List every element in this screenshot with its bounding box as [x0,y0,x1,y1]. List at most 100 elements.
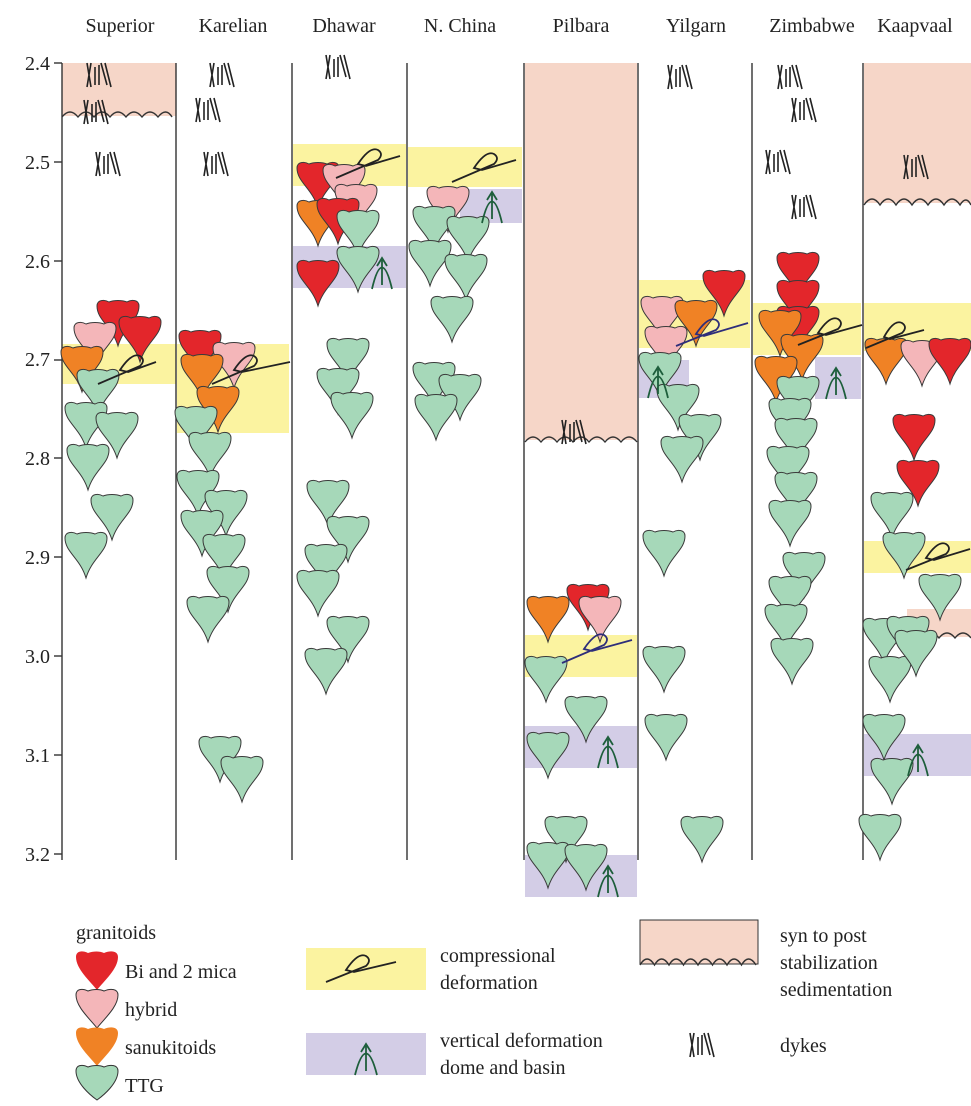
legend-sanukitoids-label: sanukitoids [125,1037,216,1059]
ttg-granitoid [95,411,139,460]
legend-ttg-swatch [75,1064,119,1101]
dyke-symbol [195,97,221,123]
y-axis: 2.4 2.5 2.6 2.7 2.8 2.9 3.0 3.1 3.2 [25,53,62,866]
ttg-granitoid [180,509,224,558]
dyke-symbol [765,149,791,175]
legend-dykes-symbol [689,1032,715,1058]
legend-sedimentation-swatch [639,919,759,965]
legend-bi-2mica-label: Bi and 2 mica [125,961,237,983]
wave-kaapvaal [863,198,971,207]
ttg-granitoid [882,531,926,580]
sanukitoid-granitoid [758,309,802,358]
legend-granitoids-title: granitoids [76,922,156,944]
compressional-symbol [211,354,291,385]
ttg-granitoid [186,595,230,644]
dyke-symbol [777,64,803,90]
ttg-granitoid [430,295,474,344]
dyke-symbol [209,62,235,88]
craton-header-superior: Superior [86,15,155,37]
tick-label-2-8: 2.8 [25,448,50,470]
ttg-granitoid [660,435,704,484]
legend-hybrid-swatch [75,988,119,1029]
ttg-granitoid [90,493,134,542]
ttg-granitoid [526,841,570,890]
craton-header-pilbara: Pilbara [553,15,610,37]
legend-ttg-label: TTG [125,1075,164,1097]
ttg-granitoid [564,843,608,892]
granitoid-symbols [60,161,971,892]
tick-label-2-7: 2.7 [25,349,50,371]
ttg-granitoid [198,735,242,784]
ttg-granitoid [64,531,108,580]
compressional-box-n-china [408,147,522,187]
legend-vertical-line1: vertical deformation [440,1030,603,1052]
ttg-granitoid [868,655,912,704]
vertical-deformation-symbol [907,743,929,777]
legend-bi-2mica-swatch [76,951,118,990]
ttg-granitoid [680,815,724,864]
sedimentation-box-kaapvaal [864,63,971,203]
sedimentation-box-pilbara [525,63,637,440]
dyke-symbol [667,64,693,90]
ttg-granitoid [918,573,962,622]
ttg-granitoid [220,755,264,804]
ttg-granitoid [858,813,902,862]
dyke-symbol [791,97,817,123]
legend-vertical-symbol [354,1042,378,1076]
compressional-symbol [97,354,157,385]
wave-superior [61,111,173,119]
legend-sedimentation-line1: syn to post [780,925,867,947]
dyke-symbol [95,151,121,177]
legend-vertical-line2: dome and basin [440,1057,566,1079]
vertical-deformation-symbol [597,735,619,769]
tick-label-3-0: 3.0 [25,646,50,668]
ttg-granitoid [414,393,458,442]
bi-2mica-granitoid [928,337,971,386]
bi-2mica-granitoid [892,413,936,462]
compressional-symbol [797,317,863,346]
tick-label-2-4: 2.4 [25,53,50,75]
ttg-granitoid [642,529,686,578]
ttg-granitoid [438,373,482,422]
vertical-deformation-symbol [371,256,393,290]
dyke-symbol [203,151,229,177]
legend-dykes-label: dykes [780,1035,827,1057]
ttg-granitoid [870,757,914,806]
legend: granitoids Bi and 2 mica hybrid sanukito… [75,919,892,1101]
bi-2mica-granitoid [896,459,940,508]
craton-header-yilgarn: Yilgarn [666,15,726,37]
dyke-symbol [791,194,817,220]
ttg-granitoid [330,391,374,440]
craton-header-n-china: N. China [424,15,496,37]
compressional-symbol [561,633,633,664]
bi-2mica-granitoid [296,259,340,308]
craton-header-kaapvaal: Kaapvaal [877,15,953,37]
hybrid-granitoid [578,595,622,644]
sanukitoid-granitoid [754,355,798,404]
legend-compressional-symbol [325,954,397,983]
legend-sedimentation-line3: sedimentation [780,979,892,1001]
craton-header-dhawar: Dhawar [312,15,376,37]
ttg-granitoid [642,645,686,694]
vertical-deformation-symbol [647,365,669,399]
tick-label-2-9: 2.9 [25,547,50,569]
sedimentation-box-superior [62,63,176,116]
tick-label-2-6: 2.6 [25,251,50,273]
ttg-granitoid [66,443,110,492]
deformation-symbols [97,148,971,898]
ttg-granitoid [306,479,350,528]
sanukitoid-granitoid [674,299,718,348]
ttg-granitoid [408,239,452,288]
vertical-deformation-symbol [481,190,503,224]
ttg-granitoid [770,637,814,686]
dyke-symbol [325,54,351,80]
legend-sanukitoids-swatch [76,1027,118,1066]
craton-header-zimbabwe: Zimbabwe [769,15,855,37]
compressional-symbol [865,321,925,349]
tick-label-3-1: 3.1 [25,745,50,767]
ttg-granitoid [644,713,688,762]
ttg-granitoid [768,499,812,548]
ttg-granitoid [524,655,568,704]
